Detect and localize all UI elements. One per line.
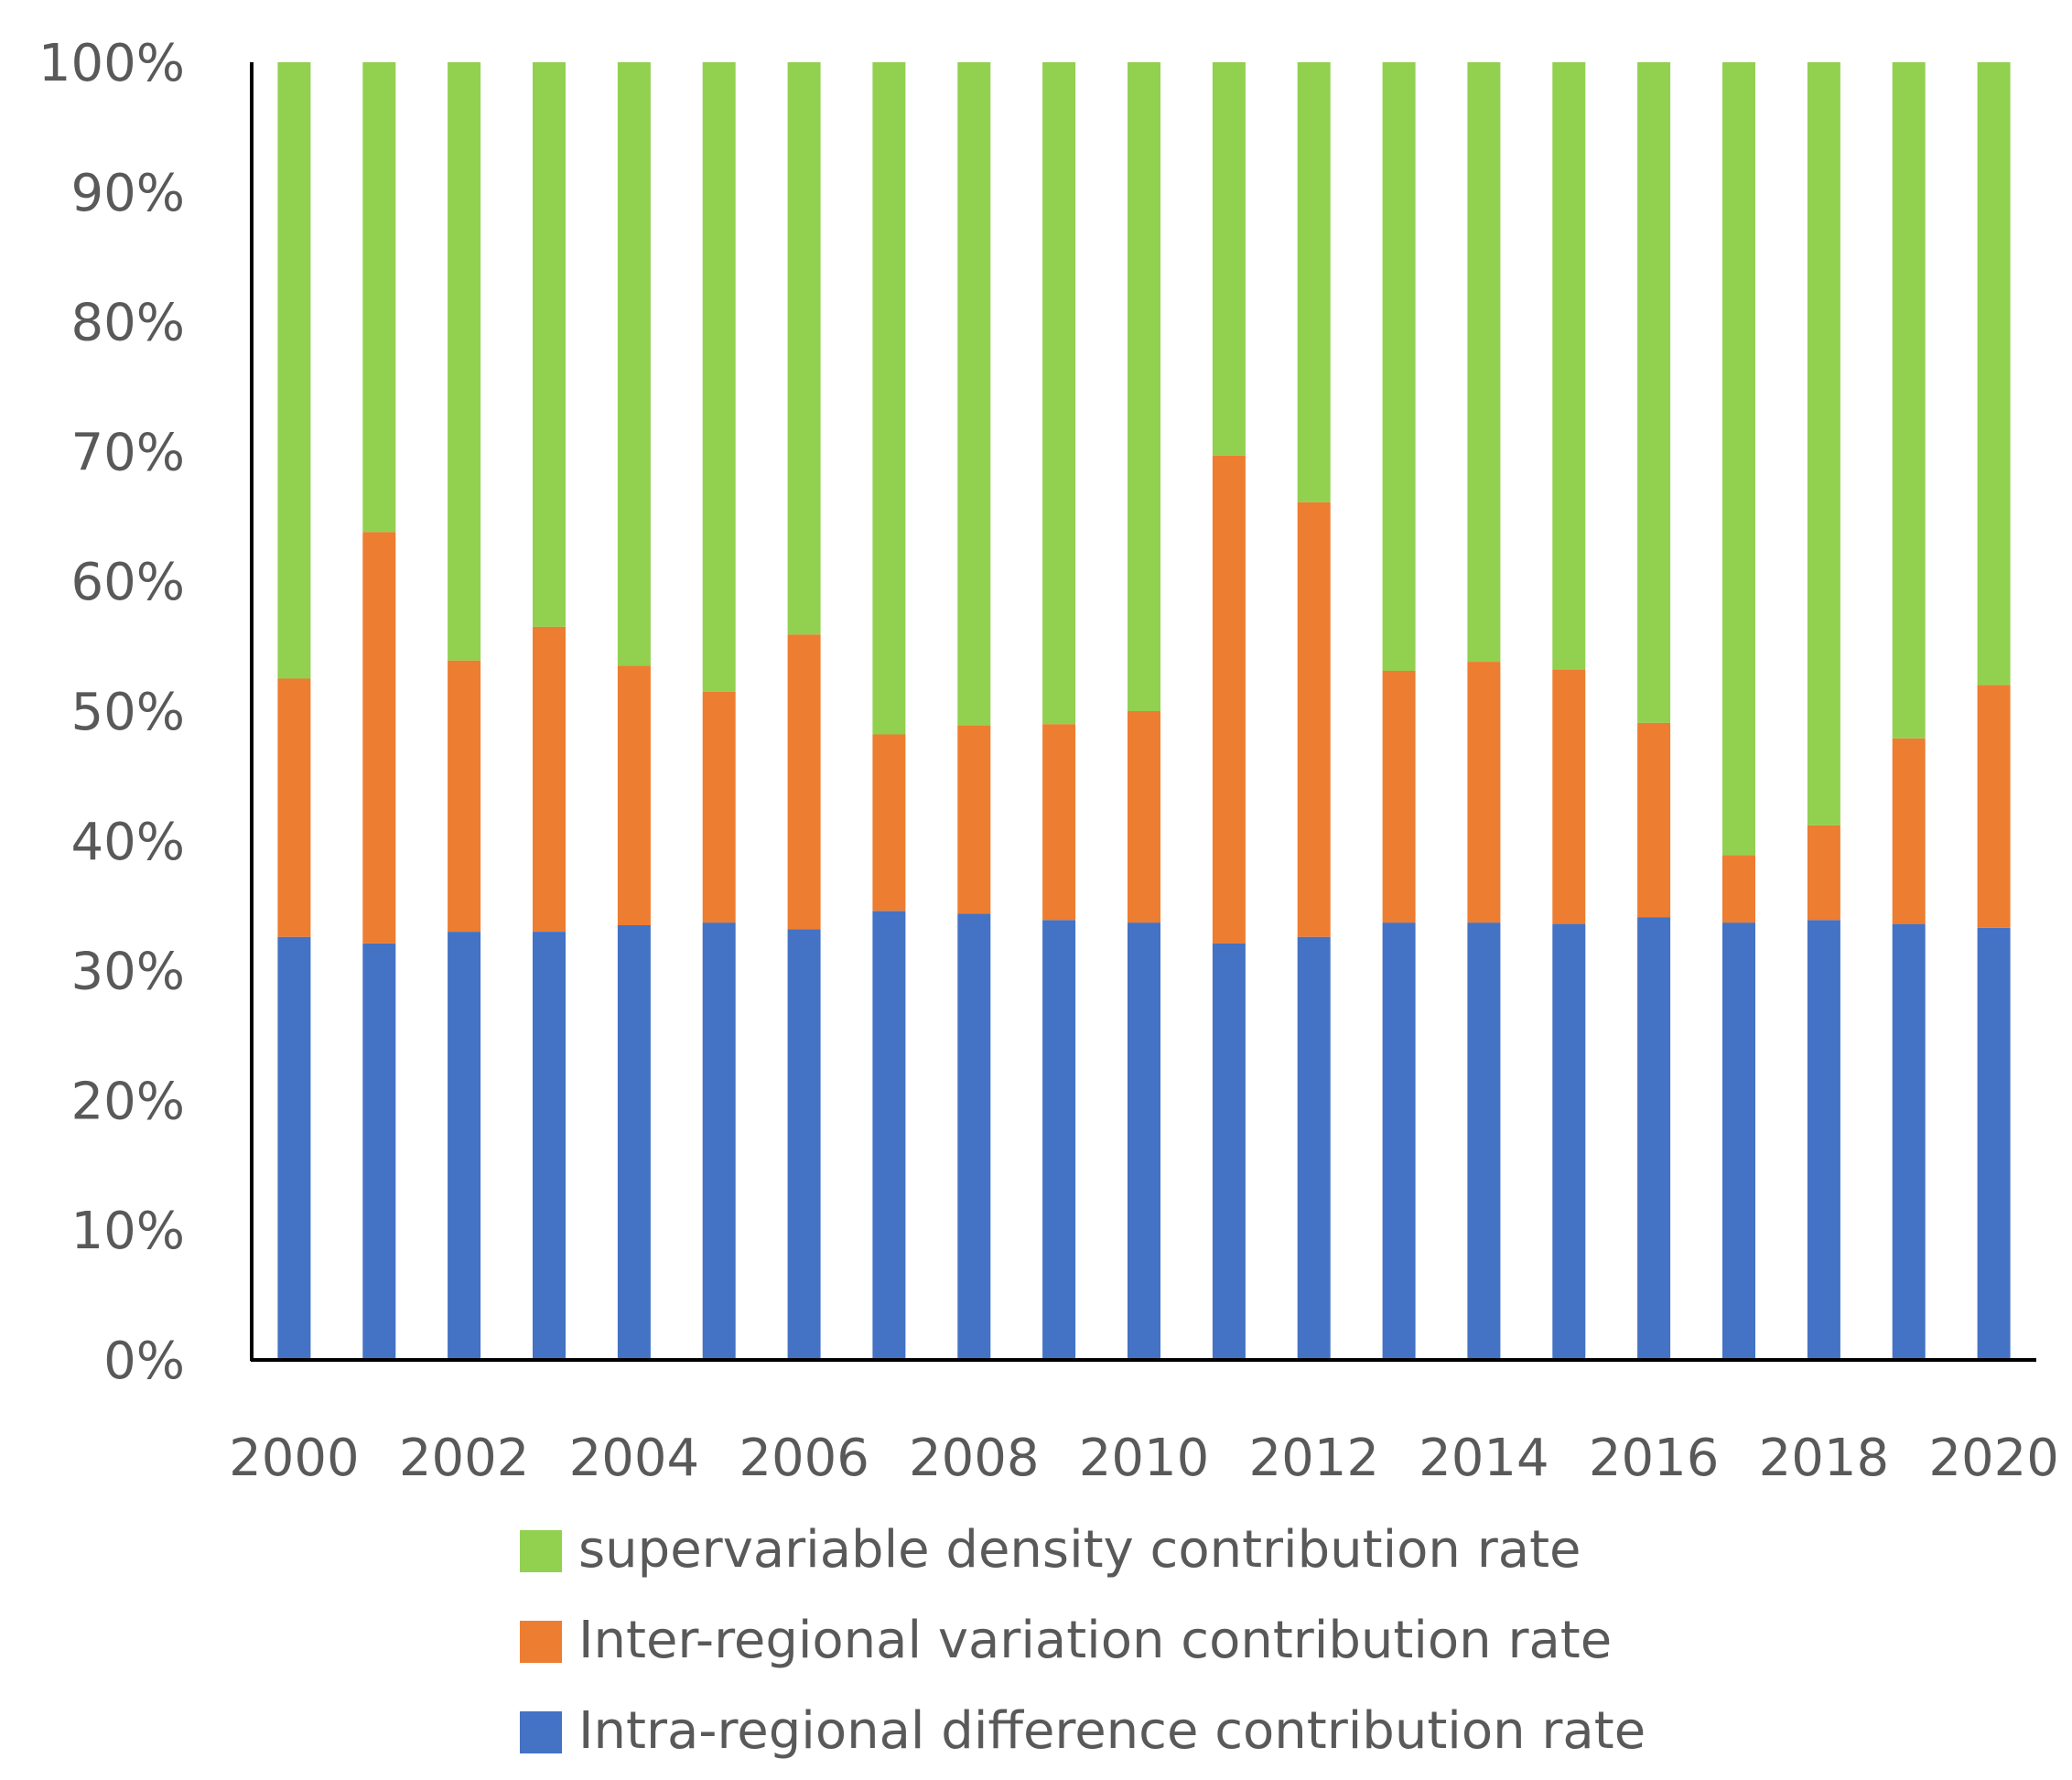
x-tick-label: 2010 <box>1079 1429 1210 1488</box>
bar-segment-2005-series-1 <box>702 691 736 923</box>
bar-segment-2006-series-1 <box>787 634 821 930</box>
bar-segment-2018-series-2 <box>1807 62 1840 825</box>
bar-segment-2015-series-1 <box>1552 669 1586 924</box>
bar-segment-2007-series-1 <box>872 734 906 912</box>
y-tick-labels: 0% 10% 20% 30% 40% 50% 60% 70% 80% 90% 100% <box>38 34 185 1391</box>
legend-swatch <box>520 1711 562 1753</box>
x-tick-label: 2002 <box>399 1429 530 1488</box>
bar-segment-2010-series-1 <box>1128 711 1160 923</box>
bar-segment-2005-series-2 <box>702 62 736 692</box>
bar-segment-2009-series-0 <box>1042 920 1076 1360</box>
bar-segment-2006-series-0 <box>787 929 821 1360</box>
y-tick-label: 30% <box>71 943 185 1002</box>
x-tick-label: 2012 <box>1248 1429 1379 1488</box>
bar-segment-2004-series-1 <box>617 665 651 925</box>
legend-swatch <box>520 1621 562 1663</box>
bar-segment-2015-series-2 <box>1552 62 1586 670</box>
x-tick-label: 2020 <box>1928 1429 2059 1488</box>
bar-segment-2000-series-0 <box>277 936 311 1360</box>
bars-group <box>277 62 2011 1360</box>
bar-segment-2012-series-2 <box>1297 62 1331 502</box>
bar-segment-2008-series-0 <box>957 913 991 1360</box>
bar-segment-2002-series-2 <box>448 62 481 661</box>
x-tick-label: 2014 <box>1419 1429 1549 1488</box>
bar-segment-2012-series-0 <box>1297 936 1331 1360</box>
y-tick-label: 100% <box>38 34 185 93</box>
y-tick-label: 80% <box>71 294 185 353</box>
x-tick-label: 2006 <box>739 1429 869 1488</box>
bar-segment-2001-series-1 <box>362 532 396 944</box>
x-tick-label: 2000 <box>229 1429 360 1488</box>
x-tick-labels: 2000 2002 2004 2006 2008 2010 2012 2014 2016 2018… <box>229 1429 2059 1488</box>
bar-segment-2003-series-0 <box>533 932 566 1360</box>
bar-segment-2011-series-1 <box>1212 455 1246 944</box>
bar-segment-2013-series-1 <box>1382 671 1416 923</box>
bar-segment-2001-series-0 <box>362 943 396 1360</box>
y-tick-label: 10% <box>71 1202 185 1261</box>
axes-group <box>250 62 2036 1362</box>
legend-label: Intra-regional difference contribution r… <box>578 1701 1646 1761</box>
bar-segment-2010-series-2 <box>1128 62 1160 711</box>
bar-segment-2016-series-1 <box>1637 722 1671 918</box>
bar-segment-2013-series-0 <box>1382 922 1416 1360</box>
bar-segment-2019-series-2 <box>1892 62 1926 739</box>
bar-segment-2008-series-1 <box>957 725 991 914</box>
y-tick-label: 50% <box>71 683 185 742</box>
bar-segment-2014-series-0 <box>1467 922 1501 1360</box>
x-tick-label: 2018 <box>1759 1429 1890 1488</box>
bar-segment-2004-series-2 <box>617 62 651 666</box>
bar-segment-2014-series-1 <box>1467 662 1501 923</box>
bar-segment-2007-series-2 <box>872 62 906 735</box>
x-tick-label: 2016 <box>1589 1429 1720 1488</box>
bar-segment-2014-series-2 <box>1467 62 1501 663</box>
bar-segment-2019-series-1 <box>1892 738 1926 924</box>
bar-segment-2009-series-1 <box>1042 724 1076 921</box>
bar-segment-2010-series-0 <box>1128 922 1160 1360</box>
bar-segment-2020-series-0 <box>1977 927 2011 1360</box>
bar-segment-2017-series-0 <box>1722 922 1755 1360</box>
y-tick-label: 70% <box>71 423 185 482</box>
bar-segment-2015-series-0 <box>1552 923 1586 1360</box>
bar-segment-2001-series-2 <box>362 62 396 533</box>
y-tick-label: 60% <box>71 553 185 612</box>
bar-segment-2007-series-0 <box>872 911 906 1360</box>
bar-segment-2003-series-2 <box>533 62 566 627</box>
bar-segment-2002-series-1 <box>448 660 481 933</box>
bar-segment-2012-series-1 <box>1297 502 1331 937</box>
bar-segment-2011-series-0 <box>1212 943 1246 1360</box>
bar-segment-2016-series-2 <box>1637 62 1671 723</box>
bar-segment-2002-series-0 <box>448 932 481 1360</box>
y-tick-label: 0% <box>103 1332 185 1391</box>
bar-segment-2000-series-2 <box>277 62 311 679</box>
bar-segment-2018-series-0 <box>1807 920 1840 1360</box>
legend-label: supervariable density contribution rate <box>578 1520 1581 1580</box>
x-tick-label: 2008 <box>909 1429 1040 1488</box>
bar-segment-2004-series-0 <box>617 925 651 1360</box>
y-tick-label: 20% <box>71 1072 185 1131</box>
bar-segment-2013-series-2 <box>1382 62 1416 671</box>
bar-segment-2009-series-2 <box>1042 62 1076 725</box>
bar-segment-2017-series-2 <box>1722 62 1755 856</box>
bar-segment-2016-series-0 <box>1637 917 1671 1360</box>
legend-label: Inter-regional variation contribution ra… <box>578 1611 1612 1670</box>
y-tick-label: 90% <box>71 164 185 223</box>
bar-segment-2020-series-2 <box>1977 62 2011 685</box>
legend: supervariable density contribution rate I… <box>520 1520 1646 1761</box>
bar-segment-2006-series-2 <box>787 62 821 635</box>
legend-swatch <box>520 1530 562 1572</box>
y-tick-label: 40% <box>71 813 185 872</box>
x-tick-label: 2004 <box>569 1429 700 1488</box>
bar-segment-2017-series-1 <box>1722 855 1755 923</box>
bar-segment-2020-series-1 <box>1977 685 2011 928</box>
bar-segment-2003-series-1 <box>533 626 566 932</box>
bar-segment-2008-series-2 <box>957 62 991 726</box>
bar-segment-2018-series-1 <box>1807 825 1840 921</box>
bar-segment-2005-series-0 <box>702 922 736 1360</box>
bar-segment-2011-series-2 <box>1212 62 1246 456</box>
bar-segment-2019-series-0 <box>1892 923 1926 1360</box>
bar-segment-2000-series-1 <box>277 678 311 937</box>
